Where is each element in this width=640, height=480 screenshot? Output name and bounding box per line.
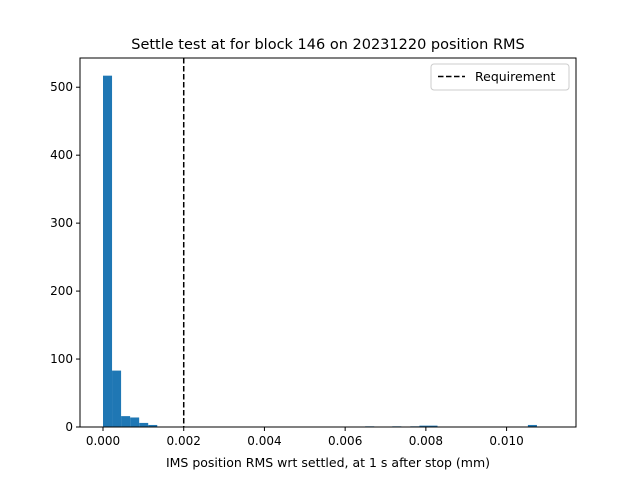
x-tick-label: 0.006 [328, 434, 362, 448]
x-tick-label: 0.008 [409, 434, 443, 448]
y-axis-ticks: 0 100 200 300 400 500 [50, 80, 80, 434]
histogram-bar [139, 422, 149, 427]
histogram-bar [121, 416, 131, 427]
histogram-bar [428, 425, 438, 427]
histogram-bar [419, 425, 429, 427]
x-axis-ticks: 0.000 0.002 0.004 0.006 0.008 0.010 [86, 427, 524, 448]
y-tick-label: 500 [50, 80, 73, 94]
y-tick-label: 200 [50, 284, 73, 298]
x-axis-label: IMS position RMS wrt settled, at 1 s aft… [166, 455, 490, 470]
legend: Requirement [430, 63, 570, 91]
y-tick-label: 0 [65, 420, 73, 434]
chart-title: Settle test at for block 146 on 20231220… [131, 37, 525, 53]
x-tick-label: 0.000 [86, 434, 120, 448]
y-tick-label: 100 [50, 352, 73, 366]
histogram-bar [148, 424, 158, 427]
y-tick-label: 300 [50, 216, 73, 230]
x-tick-label: 0.004 [247, 434, 281, 448]
x-tick-label: 0.002 [167, 434, 201, 448]
histogram-bar [112, 370, 122, 427]
legend-box [430, 63, 570, 91]
plot-area-frame [79, 57, 577, 428]
histogram-bar [130, 417, 140, 427]
histogram-bar [527, 424, 537, 427]
legend-entry-requirement: Requirement [475, 69, 555, 84]
y-tick-label: 400 [50, 148, 73, 162]
x-tick-label: 0.010 [489, 434, 523, 448]
histogram-bar [103, 75, 113, 427]
